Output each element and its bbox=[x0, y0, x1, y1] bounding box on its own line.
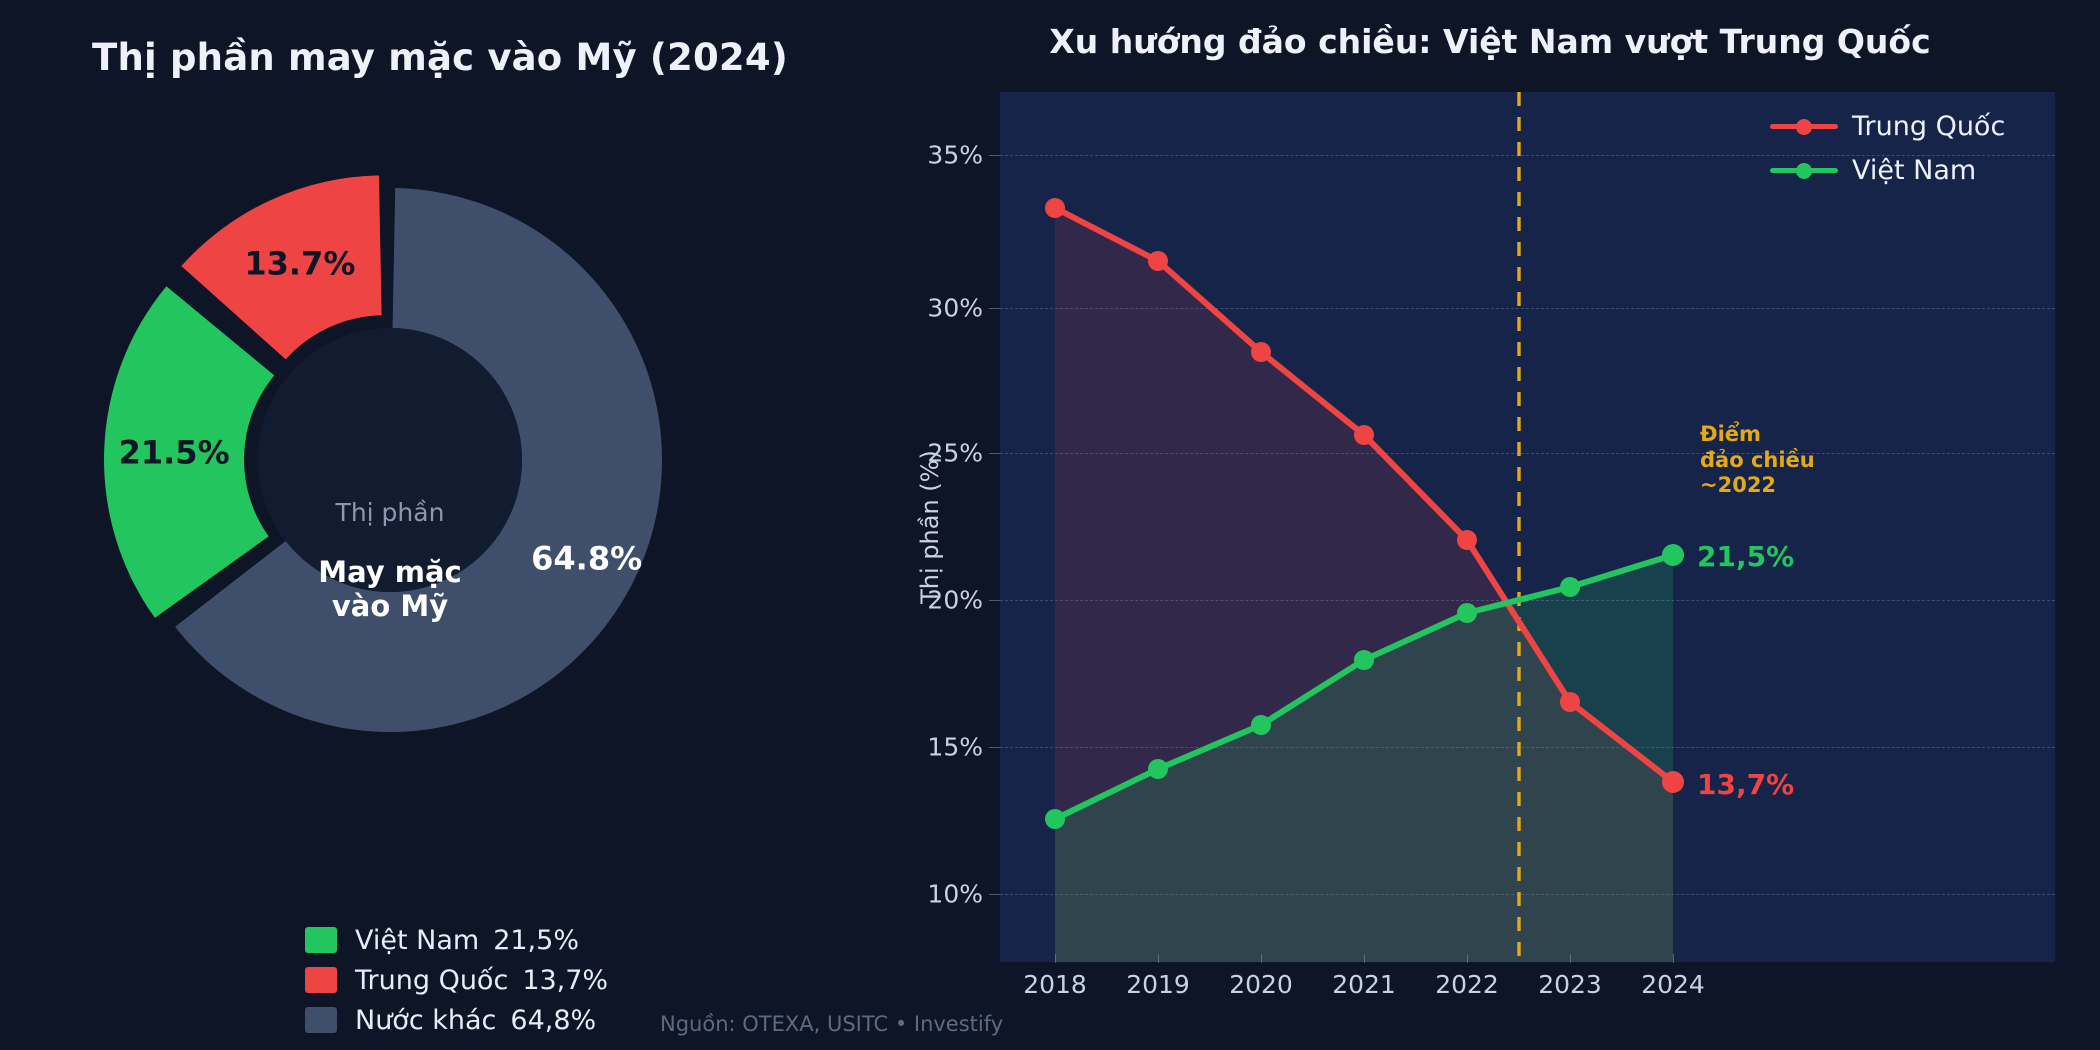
marker-vietnam-2024[interactable] bbox=[1662, 544, 1684, 566]
donut-center-title: May mặc vào Mỹ bbox=[265, 555, 515, 623]
xtick-label-2023: 2023 bbox=[1538, 970, 1602, 999]
line-plot-area: 35% 30% 25% 20% 15% 10% Thị phần (%) 201… bbox=[916, 92, 2055, 999]
xtick-label-2024: 2024 bbox=[1641, 970, 1705, 999]
legend-item-other[interactable]: Nước khác 64,8% bbox=[305, 1000, 608, 1040]
line-legend-item-china[interactable]: Trung Quốc bbox=[1770, 104, 2005, 148]
xtick-label-2022: 2022 bbox=[1435, 970, 1499, 999]
markers-vietnam bbox=[1045, 544, 1684, 829]
line-legend-label-china: Trung Quốc bbox=[1852, 110, 2006, 142]
line-legend-label-vietnam: Việt Nam bbox=[1852, 154, 1977, 186]
ytick-mark-15 bbox=[989, 747, 1000, 748]
marker-vietnam-2019[interactable] bbox=[1148, 759, 1168, 779]
ytick-label-15: 15% bbox=[927, 732, 983, 762]
donut-slice-china[interactable] bbox=[181, 175, 382, 360]
ytick-label-20: 20% bbox=[927, 585, 983, 615]
gridline-10 bbox=[1000, 894, 2055, 895]
gridline-15 bbox=[1000, 747, 2055, 748]
end-label-vietnam: 21,5% bbox=[1697, 540, 1794, 573]
xtick-label-2020: 2020 bbox=[1229, 970, 1293, 999]
marker-vietnam-2023[interactable] bbox=[1560, 577, 1580, 597]
ytick-label-10: 10% bbox=[927, 879, 983, 909]
marker-china-2023[interactable] bbox=[1560, 692, 1580, 712]
legend-item-vietnam[interactable]: Việt Nam 21,5% bbox=[305, 920, 608, 960]
end-label-china: 13,7% bbox=[1697, 768, 1794, 801]
donut-legend: Việt Nam 21,5% Trung Quốc 13,7% Nước khá… bbox=[305, 920, 608, 1040]
xtick-mark-2023 bbox=[1570, 954, 1571, 963]
ytick-label-25: 25% bbox=[927, 438, 983, 468]
ytick-label-30: 30% bbox=[927, 293, 983, 323]
legend-value-china: 13,7% bbox=[522, 964, 609, 996]
donut-slice-other[interactable] bbox=[175, 188, 662, 733]
donut-center-hole bbox=[258, 328, 522, 592]
donut-chart: 64.8% 21.5% 13.7% Thị phần May mặc vào Mỹ bbox=[70, 140, 710, 780]
source-footer: Nguồn: OTEXA, USITC • Investify bbox=[660, 1012, 1004, 1036]
legend-value-vietnam: 21,5% bbox=[493, 924, 579, 956]
markers-china bbox=[1045, 198, 1684, 793]
line-chart-title: Xu hướng đảo chiều: Việt Nam vượt Trung … bbox=[1049, 22, 1931, 61]
gridline-30 bbox=[1000, 308, 2055, 309]
donut-panel: Thị phần may mặc vào Mỹ (2024) 64.8% 21.5… bbox=[0, 0, 880, 1050]
ytick-mark-10 bbox=[989, 894, 1000, 895]
xtick-label-2021: 2021 bbox=[1332, 970, 1396, 999]
legend-label-china: Trung Quốc bbox=[355, 964, 509, 996]
legend-swatch-other bbox=[305, 1007, 337, 1033]
xtick-mark-2021 bbox=[1364, 954, 1365, 963]
legend-swatch-china bbox=[305, 967, 337, 993]
donut-slice-vietnam[interactable] bbox=[104, 286, 275, 618]
reversal-annotation-line2: đảo chiều bbox=[1700, 447, 1815, 472]
marker-vietnam-2018[interactable] bbox=[1045, 809, 1065, 829]
marker-china-2021[interactable] bbox=[1354, 425, 1374, 445]
xtick-mark-2022 bbox=[1467, 954, 1468, 963]
donut-center-title-line2: vào Mỹ bbox=[331, 589, 449, 624]
donut-center-subtitle: Thị phần bbox=[335, 498, 445, 527]
gridline-35 bbox=[1000, 155, 2055, 156]
marker-vietnam-2022[interactable] bbox=[1457, 603, 1477, 623]
line-legend: Trung Quốc Việt Nam bbox=[1770, 104, 2005, 192]
y-axis-title: Thị phần (%) bbox=[916, 450, 944, 604]
legend-item-china[interactable]: Trung Quốc 13,7% bbox=[305, 960, 608, 1000]
line-legend-symbol-china bbox=[1770, 115, 1838, 137]
donut-label-vietnam: 21.5% bbox=[119, 434, 230, 472]
reversal-annotation-line1: Điểm bbox=[1700, 422, 1761, 446]
donut-center-title-line1: May mặc bbox=[318, 555, 462, 589]
xtick-mark-2018 bbox=[1055, 954, 1056, 963]
marker-vietnam-2020[interactable] bbox=[1251, 715, 1271, 735]
legend-label-vietnam: Việt Nam bbox=[355, 924, 480, 956]
ytick-mark-30 bbox=[989, 308, 1000, 309]
donut-chart-title: Thị phần may mặc vào Mỹ (2024) bbox=[92, 36, 788, 79]
legend-swatch-vietnam bbox=[305, 927, 337, 953]
line-panel: Xu hướng đảo chiều: Việt Nam vượt Trung … bbox=[880, 0, 2100, 1050]
xtick-label-2018: 2018 bbox=[1023, 970, 1087, 999]
ytick-label-35: 35% bbox=[927, 140, 983, 170]
ytick-mark-25 bbox=[989, 453, 1000, 454]
gridline-25 bbox=[1000, 453, 2055, 454]
donut-label-china: 13.7% bbox=[244, 245, 355, 283]
legend-value-other: 64,8% bbox=[510, 1004, 597, 1036]
ytick-mark-35 bbox=[989, 155, 1000, 156]
line-chart-svg: 21,5% 13,7% bbox=[1045, 92, 1794, 962]
marker-vietnam-2021[interactable] bbox=[1354, 650, 1374, 670]
donut-label-other: 64.8% bbox=[531, 540, 642, 578]
marker-china-2018[interactable] bbox=[1045, 198, 1065, 218]
reversal-annotation: Điểm đảo chiều ~2022 bbox=[1700, 422, 1850, 499]
reversal-annotation-line3: ~2022 bbox=[1700, 473, 1777, 498]
xtick-mark-2019 bbox=[1158, 954, 1159, 963]
marker-china-2024[interactable] bbox=[1662, 771, 1684, 793]
xtick-mark-2020 bbox=[1261, 954, 1262, 963]
xtick-label-2019: 2019 bbox=[1126, 970, 1190, 999]
marker-china-2019[interactable] bbox=[1148, 251, 1168, 271]
xtick-mark-2024 bbox=[1673, 954, 1674, 963]
ytick-mark-20 bbox=[989, 600, 1000, 601]
marker-china-2022[interactable] bbox=[1457, 530, 1477, 550]
line-legend-symbol-vietnam bbox=[1770, 159, 1838, 181]
marker-china-2020[interactable] bbox=[1251, 342, 1271, 362]
donut-svg: 64.8% 21.5% 13.7% bbox=[104, 175, 662, 733]
line-legend-item-vietnam[interactable]: Việt Nam bbox=[1770, 148, 2005, 192]
legend-label-other: Nước khác bbox=[355, 1004, 497, 1036]
area-fill-vietnam bbox=[1055, 555, 1673, 962]
